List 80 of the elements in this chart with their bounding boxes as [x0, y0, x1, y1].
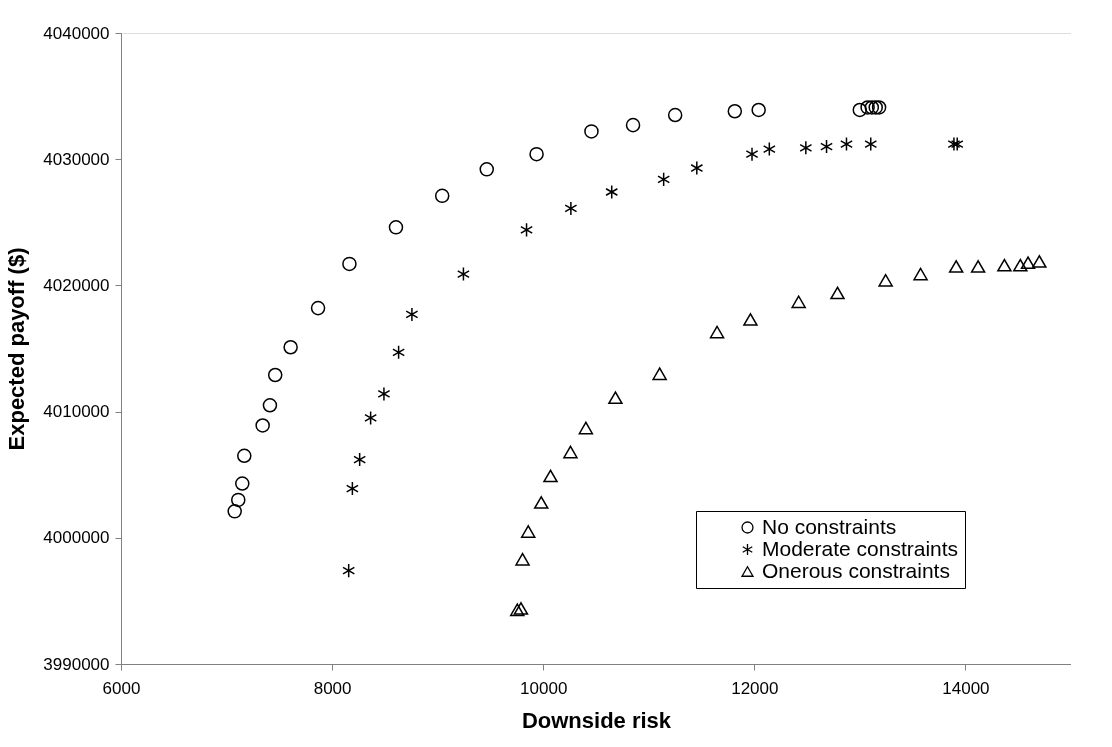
point	[762, 141, 776, 157]
point	[513, 602, 529, 615]
point	[709, 325, 725, 339]
point	[878, 273, 893, 287]
point	[231, 492, 246, 508]
x-tick-label: 10000	[520, 678, 568, 698]
y-axis-title: Expected payoff ($)	[4, 247, 30, 451]
point	[392, 345, 406, 360]
point	[625, 117, 641, 133]
point	[799, 140, 813, 156]
point	[353, 452, 367, 467]
x-axis-title: Downside risk	[521, 707, 672, 733]
x-tick-label: 6000	[102, 678, 141, 698]
point	[743, 313, 758, 326]
point	[727, 103, 743, 119]
point	[235, 476, 250, 491]
point	[657, 172, 671, 187]
x-tick-label: 12000	[731, 678, 779, 698]
point	[342, 256, 357, 272]
point	[227, 504, 242, 519]
point	[342, 563, 356, 578]
legend-label: Moderate constraints	[762, 536, 959, 560]
point	[529, 146, 544, 162]
point	[667, 107, 683, 123]
point	[820, 139, 833, 154]
point	[868, 100, 883, 115]
point	[509, 603, 525, 617]
point	[605, 184, 619, 200]
point	[563, 445, 578, 459]
legend-label: No constraints	[762, 514, 897, 538]
point	[255, 418, 270, 433]
point	[520, 525, 536, 538]
point	[584, 124, 599, 139]
point	[871, 100, 887, 115]
point	[745, 146, 759, 162]
point	[515, 552, 530, 566]
point	[345, 481, 359, 496]
point	[388, 220, 404, 235]
point	[520, 222, 533, 238]
point	[852, 102, 868, 118]
point	[1013, 258, 1028, 272]
y-tick-label: 4020000	[43, 275, 110, 295]
point	[970, 260, 986, 273]
point	[564, 201, 578, 216]
point	[1032, 255, 1047, 268]
x-tick-label: 14000	[942, 678, 990, 698]
point	[457, 266, 470, 282]
point	[864, 136, 878, 152]
point	[913, 267, 928, 281]
point	[479, 162, 495, 177]
point	[377, 386, 391, 402]
y-tick-label: 4030000	[43, 149, 110, 169]
point	[948, 260, 964, 273]
point	[652, 367, 667, 381]
point	[830, 286, 845, 300]
point	[997, 258, 1012, 272]
point	[690, 160, 704, 176]
point	[608, 391, 623, 405]
point	[533, 496, 549, 509]
point	[267, 367, 283, 383]
y-tick-label: 4000000	[43, 528, 110, 548]
y-tick-label: 3990000	[43, 654, 110, 674]
point	[434, 188, 450, 204]
point	[364, 410, 378, 426]
x-tick-label: 8000	[313, 678, 352, 698]
point	[543, 469, 558, 483]
point	[1020, 256, 1036, 270]
point	[840, 136, 853, 152]
y-tick-label: 4010000	[43, 402, 110, 422]
point	[405, 307, 419, 322]
point	[860, 100, 875, 115]
point	[791, 295, 806, 309]
legend-label: Onerous constraints	[762, 558, 950, 582]
point	[751, 102, 766, 118]
point	[262, 398, 278, 413]
y-tick-label: 4040000	[43, 23, 110, 43]
point	[237, 448, 252, 464]
point	[578, 421, 594, 435]
point	[310, 300, 326, 316]
point	[283, 339, 298, 355]
